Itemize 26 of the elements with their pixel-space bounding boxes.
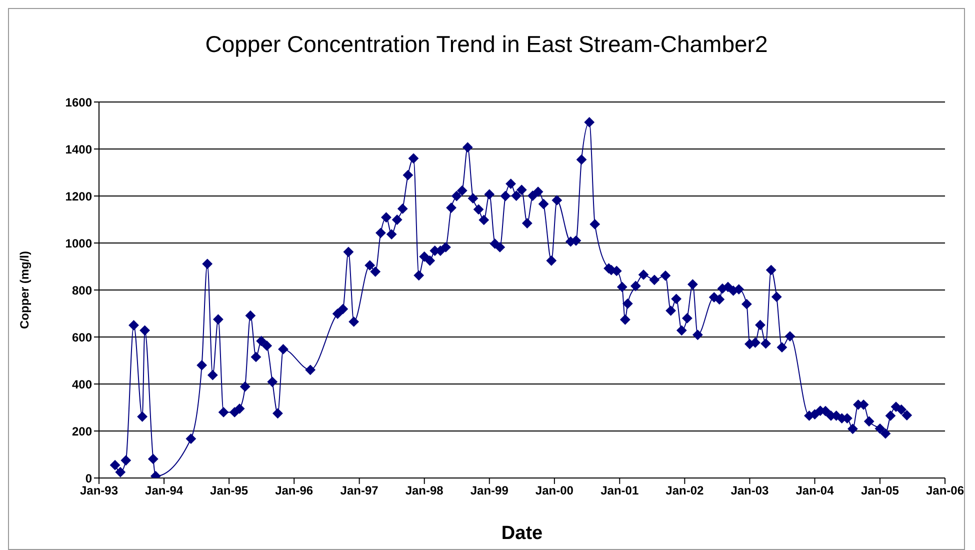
y-tick-label: 0 bbox=[85, 471, 92, 486]
y-tick-label: 1200 bbox=[65, 189, 92, 204]
y-tick-label: 1600 bbox=[65, 95, 92, 110]
y-axis-title: Copper (mg/l) bbox=[17, 251, 32, 329]
y-tick-label: 400 bbox=[72, 377, 92, 392]
x-tick-label: Jan-02 bbox=[666, 484, 704, 498]
y-tick-label: 200 bbox=[72, 424, 92, 438]
x-tick-label: Jan-01 bbox=[600, 484, 639, 498]
y-tick-label: 800 bbox=[72, 283, 92, 298]
x-tick-label: Jan-97 bbox=[340, 484, 379, 498]
x-tick-label: Jan-00 bbox=[535, 484, 574, 498]
y-tick-label: 1400 bbox=[65, 142, 92, 156]
x-tick-label: Jan-93 bbox=[80, 484, 118, 498]
x-tick-label: Jan-06 bbox=[926, 484, 964, 498]
x-tick-label: Jan-03 bbox=[730, 484, 770, 498]
y-tick-label: 1000 bbox=[65, 236, 92, 250]
x-tick-label: Jan-99 bbox=[470, 484, 509, 498]
x-tick-label: Jan-04 bbox=[796, 484, 834, 498]
x-tick-label: Jan-94 bbox=[145, 484, 184, 498]
x-tick-label: Jan-98 bbox=[405, 484, 444, 498]
x-tick-label: Jan-05 bbox=[860, 484, 900, 498]
y-tick-label: 600 bbox=[72, 330, 92, 344]
x-tick-label: Jan-96 bbox=[275, 484, 314, 498]
chart-title: Copper Concentration Trend in East Stream-Chamber2 bbox=[204, 31, 769, 58]
x-axis-title: Date bbox=[501, 523, 543, 544]
x-tick-label: Jan-95 bbox=[210, 484, 248, 498]
